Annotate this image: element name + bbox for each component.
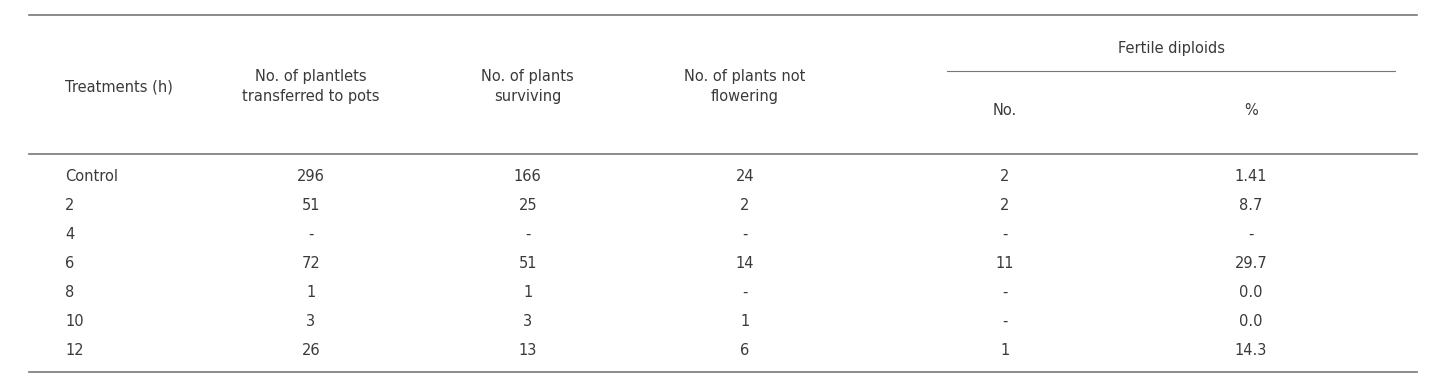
Text: 13: 13 <box>519 343 536 358</box>
Text: -: - <box>1248 227 1254 242</box>
Text: 10: 10 <box>65 314 84 329</box>
Text: -: - <box>308 227 314 242</box>
Text: 1: 1 <box>740 314 749 329</box>
Text: -: - <box>525 227 531 242</box>
Text: -: - <box>1002 227 1008 242</box>
Text: 8: 8 <box>65 285 74 300</box>
Text: 2: 2 <box>740 198 749 213</box>
Text: 166: 166 <box>513 169 542 184</box>
Text: 2: 2 <box>1001 198 1009 213</box>
Text: 1: 1 <box>307 285 315 300</box>
Text: 51: 51 <box>519 256 536 271</box>
Text: 14: 14 <box>736 256 753 271</box>
Text: 2: 2 <box>65 198 74 213</box>
Text: 3: 3 <box>523 314 532 329</box>
Text: No. of plants
surviving: No. of plants surviving <box>482 69 574 104</box>
Text: 6: 6 <box>65 256 74 271</box>
Text: 25: 25 <box>519 198 536 213</box>
Text: %: % <box>1244 103 1258 117</box>
Text: Treatments (h): Treatments (h) <box>65 80 174 94</box>
Text: No.: No. <box>993 103 1017 117</box>
Text: 11: 11 <box>996 256 1014 271</box>
Text: 4: 4 <box>65 227 74 242</box>
Text: 2: 2 <box>1001 169 1009 184</box>
Text: 1.41: 1.41 <box>1235 169 1267 184</box>
Text: -: - <box>742 227 748 242</box>
Text: No. of plantlets
transferred to pots: No. of plantlets transferred to pots <box>241 69 380 104</box>
Text: 51: 51 <box>302 198 320 213</box>
Text: 1: 1 <box>1001 343 1009 358</box>
Text: Control: Control <box>65 169 119 184</box>
Text: 3: 3 <box>307 314 315 329</box>
Text: 12: 12 <box>65 343 84 358</box>
Text: 29.7: 29.7 <box>1235 256 1267 271</box>
Text: -: - <box>742 285 748 300</box>
Text: 296: 296 <box>296 169 325 184</box>
Text: 8.7: 8.7 <box>1239 198 1262 213</box>
Text: 14.3: 14.3 <box>1235 343 1267 358</box>
Text: 26: 26 <box>302 343 320 358</box>
Text: 0.0: 0.0 <box>1239 285 1262 300</box>
Text: -: - <box>1002 285 1008 300</box>
Text: 0.0: 0.0 <box>1239 314 1262 329</box>
Text: 24: 24 <box>736 169 753 184</box>
Text: 1: 1 <box>523 285 532 300</box>
Text: -: - <box>1002 314 1008 329</box>
Text: 6: 6 <box>740 343 749 358</box>
Text: Fertile diploids: Fertile diploids <box>1118 41 1225 56</box>
Text: 72: 72 <box>302 256 320 271</box>
Text: No. of plants not
flowering: No. of plants not flowering <box>684 69 805 104</box>
